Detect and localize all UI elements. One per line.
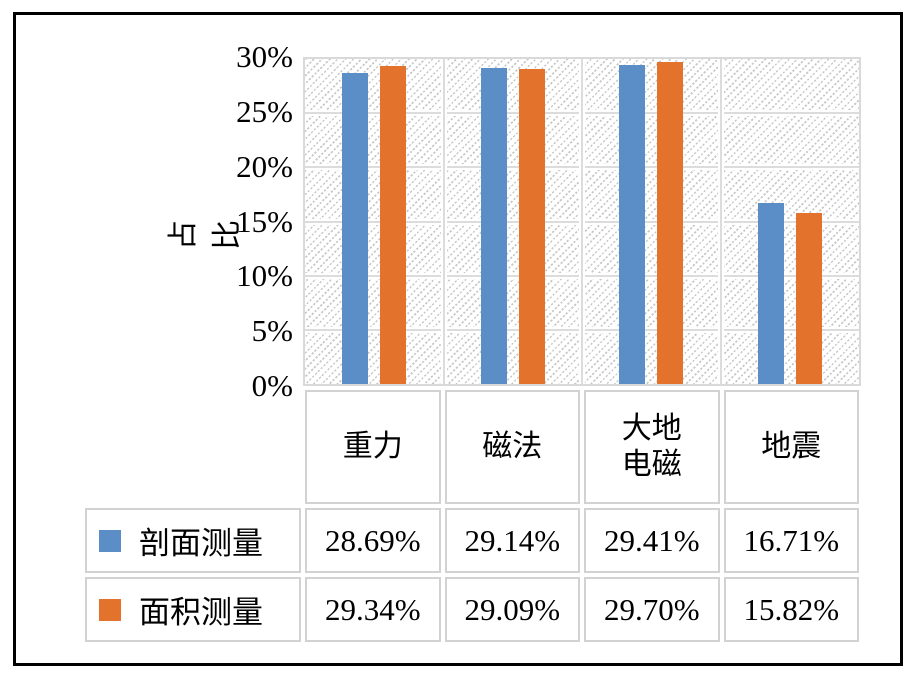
gridline-vertical: [440, 59, 447, 384]
table-value: 28.69%: [305, 508, 441, 573]
bar-group: [721, 59, 860, 384]
bar-group: [444, 59, 583, 384]
gridline-vertical: [579, 59, 585, 384]
y-tick-label: 0%: [251, 367, 293, 403]
legend-swatch-orange: [99, 598, 121, 621]
table-corner-blank: [85, 390, 301, 504]
category-header-1: 重力: [305, 390, 441, 504]
table-value: 16.71%: [723, 508, 859, 573]
category-header-2: 磁法: [444, 390, 580, 504]
category-label: 磁法: [482, 430, 543, 463]
table-value: 29.41%: [584, 508, 720, 573]
y-tick-label: 25%: [236, 93, 293, 129]
legend-label: 面积测量: [139, 595, 263, 630]
table-value: 29.34%: [305, 577, 441, 642]
plot-area: [303, 57, 861, 386]
y-tick-label: 15%: [236, 203, 293, 239]
bar-series-2-cat-4: [795, 212, 822, 384]
category-label: 大地 电磁: [621, 412, 682, 481]
table-value: 29.14%: [444, 508, 580, 573]
y-tick-label: 5%: [251, 313, 293, 349]
figure-border: 占比 30% 25% 20% 15% 10% 5% 0% 重力 磁法 大地 电磁 地震 剖面…: [13, 12, 903, 666]
gridline-vertical: [717, 59, 724, 384]
bar-series-1-cat-4: [757, 202, 784, 384]
bar-group: [305, 59, 444, 384]
bar-group: [582, 59, 721, 384]
category-label: 重力: [342, 430, 403, 463]
legend-label: 剖面测量: [139, 526, 263, 561]
category-header-3: 大地 电磁: [584, 390, 720, 504]
legend-row-series-2: 面积测量: [85, 577, 301, 642]
bar-series-1-cat-1: [342, 73, 369, 384]
y-tick-label: 20%: [236, 148, 293, 184]
bars-layer: [305, 59, 859, 384]
y-axis-ticks: 30% 25% 20% 15% 10% 5% 0%: [166, 41, 293, 401]
y-tick-label: 30%: [236, 38, 293, 74]
legend-row-series-1: 剖面测量: [85, 508, 301, 573]
table-value: 15.82%: [723, 577, 859, 642]
bar-series-1-cat-3: [619, 65, 646, 384]
bar-series-2-cat-1: [380, 66, 407, 384]
category-header-4: 地震: [723, 390, 859, 504]
data-table: 重力 磁法 大地 电磁 地震 剖面测量 28.69% 29.14% 29.41%…: [83, 388, 861, 644]
bar-series-1-cat-2: [480, 68, 507, 384]
y-tick-label: 10%: [236, 258, 293, 294]
table-value: 29.09%: [444, 577, 580, 642]
legend-swatch-blue: [99, 529, 121, 552]
table-value: 29.70%: [584, 577, 720, 642]
bar-series-2-cat-2: [518, 68, 545, 384]
bar-series-2-cat-3: [657, 62, 684, 384]
category-label: 地震: [761, 430, 822, 463]
